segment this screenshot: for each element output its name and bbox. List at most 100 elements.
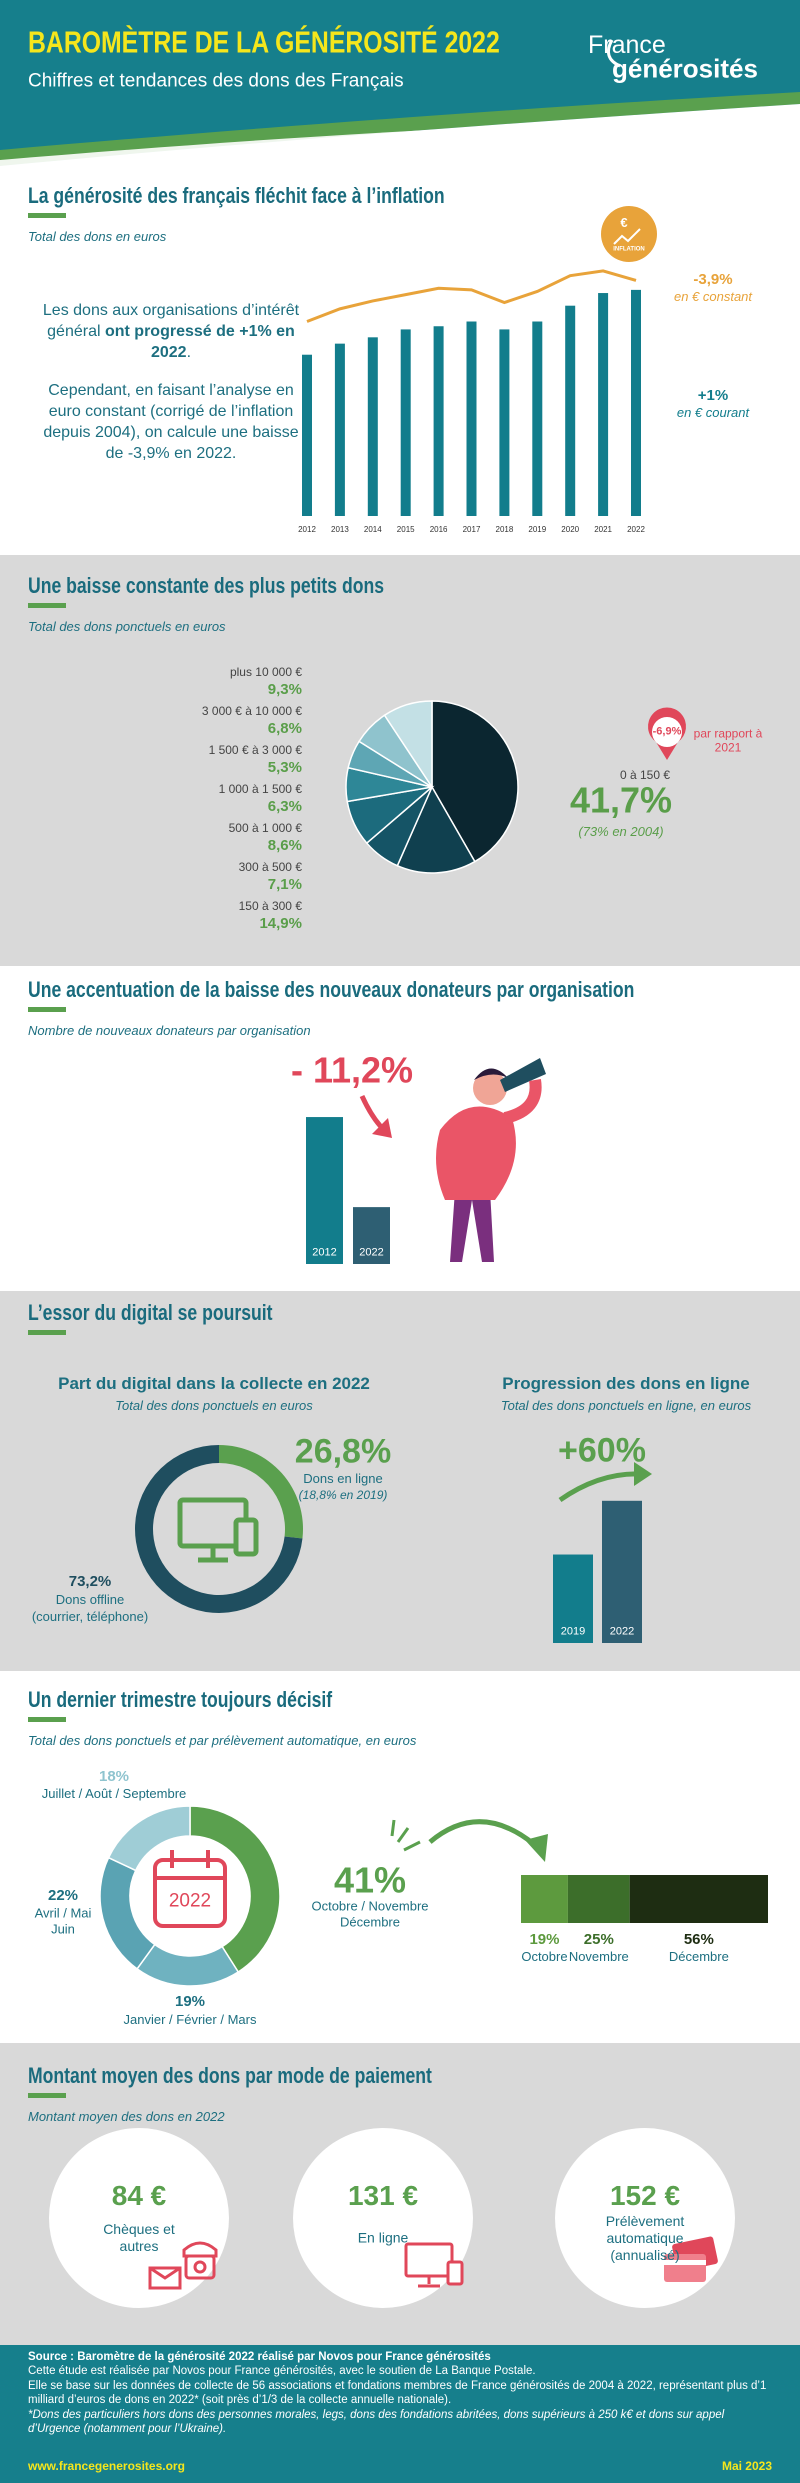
category-label: plus 10 000 € bbox=[229, 664, 302, 679]
footer-text: Source : Baromètre de la générosité 2022… bbox=[28, 2350, 772, 2436]
title-underline bbox=[28, 603, 66, 608]
paragraph-part: Cependant, en faisant l’analyse en euro … bbox=[43, 382, 299, 463]
value-label: 41,7% bbox=[569, 779, 673, 821]
amount: 131 € bbox=[347, 2180, 419, 2212]
category-label: Dons en ligne bbox=[303, 1471, 383, 1487]
bar bbox=[302, 354, 312, 516]
paragraph-part: . bbox=[186, 344, 192, 362]
annotation: -3,9% bbox=[693, 271, 733, 288]
segment-value: 19% bbox=[529, 1931, 560, 1948]
category-label: 1 000 à 1 500 € bbox=[218, 781, 302, 796]
footer-line: Elle se base sur les données de collecte… bbox=[28, 2379, 767, 2407]
x-tick-label: 2015 bbox=[396, 525, 415, 535]
change: - 11,2% bbox=[290, 1049, 414, 1091]
value-label: 5,3% bbox=[267, 759, 302, 776]
title-underline bbox=[28, 1717, 66, 1722]
value-label: 41% bbox=[333, 1859, 407, 1901]
category-label: 1 500 € à 3 000 € bbox=[208, 742, 302, 757]
slice bbox=[219, 1445, 304, 1539]
segment bbox=[629, 1875, 768, 1923]
phone-icon bbox=[148, 2241, 218, 2290]
inflation-icon-arrow bbox=[613, 228, 641, 245]
section-band bbox=[0, 1291, 800, 1671]
bar bbox=[334, 343, 345, 516]
arrow-head bbox=[634, 1462, 652, 1486]
slice bbox=[396, 785, 476, 874]
amount: 152 € bbox=[609, 2180, 681, 2212]
change: -6,9% bbox=[652, 725, 682, 738]
bar bbox=[433, 326, 444, 516]
value-label: 14,9% bbox=[259, 915, 302, 932]
section-subtitle: Montant moyen des dons en 2022 bbox=[28, 2109, 225, 2125]
section-subtitle: Total des dons en euros bbox=[28, 229, 167, 245]
section-title: Une accentuation de la baisse des nouvea… bbox=[28, 976, 635, 1002]
label: En ligne bbox=[357, 2229, 409, 2246]
category-label: Dons offline bbox=[55, 1592, 125, 1608]
inflation-icon bbox=[601, 206, 657, 262]
bar bbox=[466, 321, 477, 516]
label: Prélèvement automatique (annualisé) bbox=[605, 2212, 685, 2263]
value-label: 8,6% bbox=[267, 837, 302, 854]
arrow bbox=[558, 1471, 643, 1503]
section-subtitle: Nombre de nouveaux donateurs par organis… bbox=[28, 1023, 311, 1039]
value-label: 73,2% bbox=[68, 1573, 112, 1590]
change-note: par rapport à 2021 bbox=[693, 726, 763, 755]
category-label: Juillet / Août / Septembre bbox=[41, 1786, 187, 1802]
slice bbox=[107, 1805, 191, 1872]
change: +60% bbox=[558, 1431, 646, 1470]
x-tick-label: 2018 bbox=[495, 525, 514, 535]
paragraph-part: ont progressé de +1% en 2022 bbox=[104, 323, 295, 362]
x-tick-label: 2020 bbox=[561, 525, 580, 535]
segment-value: 25% bbox=[583, 1931, 614, 1948]
bar bbox=[631, 289, 641, 516]
value-label: 22% bbox=[47, 1887, 79, 1904]
bar-label: 2022 bbox=[609, 1625, 635, 1638]
bar-label: 2019 bbox=[560, 1625, 586, 1638]
x-tick-label: 2012 bbox=[298, 525, 316, 535]
bar bbox=[598, 293, 609, 516]
arrow-head bbox=[525, 1834, 548, 1862]
accent bbox=[390, 1819, 421, 1852]
monitor-icon bbox=[177, 1497, 259, 1563]
segment bbox=[567, 1875, 630, 1923]
value-label: 26,8% bbox=[294, 1432, 392, 1471]
bar-label: 2022 bbox=[359, 1246, 384, 1259]
bar bbox=[353, 1207, 390, 1264]
value-label: 6,8% bbox=[267, 720, 302, 737]
x-tick-label: 2013 bbox=[330, 525, 349, 535]
slice bbox=[136, 1943, 240, 1987]
bar-label: 2012 bbox=[312, 1246, 337, 1259]
circle bbox=[293, 2128, 473, 2308]
annotation-note: en € courant bbox=[676, 405, 750, 421]
title-underline bbox=[28, 1330, 66, 1335]
subtitle: Chiffres et tendances des dons des Franç… bbox=[28, 70, 404, 92]
chart-subtitle: Total des dons ponctuels en ligne, en eu… bbox=[500, 1398, 752, 1414]
title-underline bbox=[28, 1007, 66, 1012]
value-label: 9,3% bbox=[267, 681, 302, 698]
bar bbox=[306, 1117, 343, 1264]
arrow bbox=[428, 1819, 537, 1847]
paragraph: Cependant, en faisant l’analyse en euro … bbox=[40, 380, 302, 464]
illustration bbox=[436, 1058, 546, 1262]
footer-band bbox=[0, 2345, 800, 2483]
annotation-note: en € constant bbox=[673, 289, 753, 305]
calendar-icon bbox=[153, 1850, 227, 1928]
line bbox=[306, 269, 637, 323]
slice bbox=[383, 700, 433, 790]
footer-line: Cette étude est réalisée par Novos pour … bbox=[28, 2365, 536, 2378]
url: www.francegenerosites.org bbox=[28, 2458, 185, 2473]
bar bbox=[400, 329, 411, 516]
icon-symbol: € bbox=[620, 215, 628, 231]
category-label: Avril / Mai Juin bbox=[34, 1905, 92, 1936]
amount: 84 € bbox=[111, 2180, 167, 2212]
pin-inner bbox=[652, 717, 682, 747]
category-label: 150 à 300 € bbox=[238, 898, 302, 913]
header-wave bbox=[0, 118, 800, 170]
category-label: 0 à 150 € bbox=[619, 767, 671, 782]
bar bbox=[367, 337, 378, 516]
logo: France bbox=[588, 31, 666, 59]
note: (courrier, téléphone) bbox=[31, 1609, 149, 1625]
arrow-head bbox=[372, 1118, 392, 1138]
center-label: 2022 bbox=[168, 1890, 212, 1912]
